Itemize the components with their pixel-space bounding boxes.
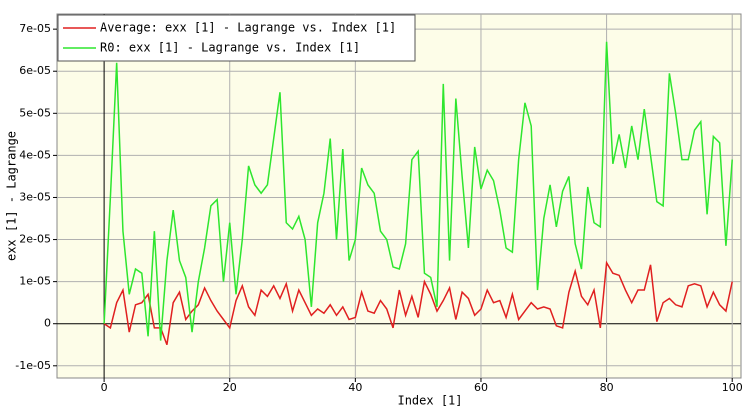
y-axis-label: exx [1] - Lagrange	[5, 131, 19, 261]
y-tick-label: 6e-05	[19, 64, 51, 77]
x-tick-label: 80	[600, 381, 614, 394]
legend-box	[57, 14, 416, 62]
y-tick-label: 1e-05	[19, 275, 51, 288]
x-tick-label: 20	[223, 381, 237, 394]
legend: Average: exx [1] - Lagrange vs. Index [1…	[57, 14, 416, 62]
x-tick-label: 60	[474, 381, 488, 394]
x-axis-label: Index [1]	[397, 394, 462, 408]
x-tick-label: 100	[722, 381, 743, 394]
y-tick-label: 5e-05	[19, 106, 51, 119]
x-tick-label: 0	[101, 381, 108, 394]
y-tick-label: -1e-05	[15, 359, 51, 372]
series-layer	[103, 41, 733, 346]
series-line	[103, 41, 733, 341]
y-tick-label: 3e-05	[19, 190, 51, 203]
x-tick-label: 40	[348, 381, 362, 394]
legend-label: Average: exx [1] - Lagrange vs. Index [1…	[100, 21, 396, 35]
series-line	[103, 260, 733, 346]
legend-label: R0: exx [1] - Lagrange vs. Index [1]	[100, 41, 360, 55]
y-tick-label: 2e-05	[19, 233, 51, 246]
grid: -1e-05 0 1e-05 2e-05 3e-05 4e-05 5e-05 6e-05 7e-…	[15, 14, 743, 394]
y-tick-label: 4e-05	[19, 148, 51, 161]
y-tick-label: 0	[44, 317, 51, 330]
y-tick-label: 7e-05	[19, 22, 51, 35]
